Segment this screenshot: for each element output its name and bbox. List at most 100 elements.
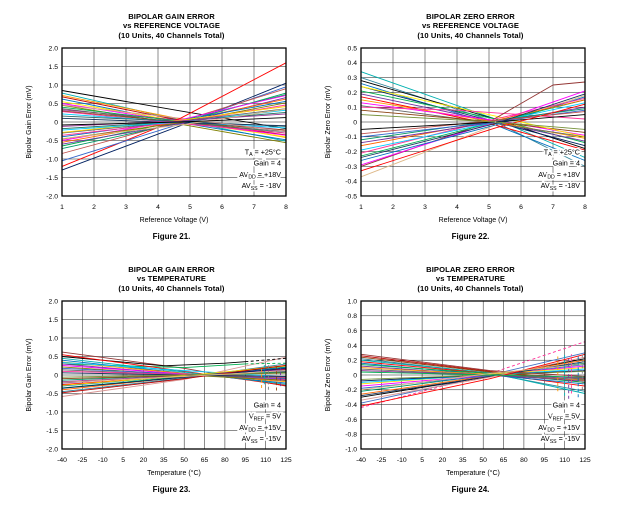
svg-text:0.5: 0.5: [48, 354, 58, 361]
svg-text:AVDD = +15V: AVDD = +15V: [538, 423, 580, 434]
svg-text:2: 2: [92, 204, 96, 211]
figure-21-block: BIPOLAR GAIN ERROR vs REFERENCE VOLTAGE …: [22, 0, 321, 253]
figure-24-caption: Figure 24.: [451, 484, 490, 494]
svg-text:0.2: 0.2: [347, 90, 357, 97]
figure-21-plot: 1 2 3 4 5 6 7 8 2.0 1.5 1.0 0.5 0 -0.5 -1.0 -1.5 -2.0 Ref…: [26, 45, 288, 224]
svg-text:-1.0: -1.0: [345, 446, 357, 453]
svg-text:-0.5: -0.5: [345, 193, 357, 200]
svg-text:1: 1: [359, 204, 363, 211]
svg-text:Temperature (°C): Temperature (°C): [147, 469, 201, 477]
svg-text:Bipolar Gain Error (mV): Bipolar Gain Error (mV): [26, 338, 33, 411]
svg-text:0.1: 0.1: [347, 104, 357, 111]
svg-text:Temperature (°C): Temperature (°C): [446, 469, 500, 477]
svg-text:-2.0: -2.0: [46, 446, 58, 453]
svg-text:3: 3: [124, 204, 128, 211]
svg-text:7: 7: [551, 204, 555, 211]
svg-text:Bipolar Gain Error (mV): Bipolar Gain Error (mV): [26, 85, 33, 158]
title-line-2: vs TEMPERATURE: [136, 274, 207, 284]
svg-text:95: 95: [241, 457, 249, 464]
svg-text:0.5: 0.5: [48, 101, 58, 108]
title-line-2: vs REFERENCE VOLTAGE: [122, 21, 221, 31]
svg-text:0: 0: [54, 372, 58, 379]
svg-text:2: 2: [391, 204, 395, 211]
svg-text:35: 35: [459, 457, 467, 464]
svg-text:1.5: 1.5: [48, 317, 58, 324]
svg-text:1.0: 1.0: [48, 335, 58, 342]
svg-text:0.8: 0.8: [347, 313, 357, 320]
title-line-2: vs REFERENCE VOLTAGE: [421, 21, 520, 31]
svg-text:0.3: 0.3: [347, 75, 357, 82]
svg-text:50: 50: [479, 457, 487, 464]
svg-text:AVSS = -15V: AVSS = -15V: [241, 434, 281, 445]
svg-text:20: 20: [438, 457, 446, 464]
svg-text:7: 7: [252, 204, 256, 211]
svg-text:-1.0: -1.0: [46, 156, 58, 163]
figure-22-title: BIPOLAR ZERO ERROR vs REFERENCE VOLTAGE …: [417, 12, 523, 40]
svg-text:-0.4: -0.4: [345, 402, 357, 409]
svg-text:-2.0: -2.0: [46, 193, 58, 200]
svg-text:3: 3: [423, 204, 427, 211]
svg-text:-0.2: -0.2: [345, 387, 357, 394]
svg-text:4: 4: [156, 204, 160, 211]
svg-text:-0.4: -0.4: [345, 178, 357, 185]
svg-text:5: 5: [420, 457, 424, 464]
svg-text:5: 5: [121, 457, 125, 464]
svg-text:1.0: 1.0: [347, 298, 357, 305]
figure-23-plot: -40 -25 -10 5 20 35 50 65 80 95 110 125 2.0 1.5 1.0 0.5…: [26, 298, 292, 477]
figure-23-title: BIPOLAR GAIN ERROR vs TEMPERATURE (10 Un…: [118, 265, 224, 293]
svg-text:8: 8: [284, 204, 288, 211]
svg-text:Gain = 4: Gain = 4: [253, 158, 280, 167]
title-line-3: (10 Units, 40 Channels Total): [118, 283, 225, 293]
svg-text:-0.8: -0.8: [345, 431, 357, 438]
svg-text:Reference Voltage (V): Reference Voltage (V): [438, 217, 507, 224]
svg-text:50: 50: [180, 457, 188, 464]
svg-text:0: 0: [353, 119, 357, 126]
svg-text:-40: -40: [356, 457, 366, 464]
svg-text:-1.5: -1.5: [46, 428, 58, 435]
figure-22-block: BIPOLAR ZERO ERROR vs REFERENCE VOLTAGE …: [321, 0, 620, 253]
svg-text:95: 95: [540, 457, 548, 464]
svg-text:6: 6: [220, 204, 224, 211]
svg-text:125: 125: [280, 457, 292, 464]
svg-text:0.2: 0.2: [347, 357, 357, 364]
svg-text:AVSS = -15V: AVSS = -15V: [540, 434, 580, 445]
svg-text:1.0: 1.0: [48, 82, 58, 89]
svg-text:65: 65: [499, 457, 507, 464]
title-line-1: BIPOLAR GAIN ERROR: [128, 12, 215, 21]
title-line-1: BIPOLAR ZERO ERROR: [426, 265, 515, 274]
svg-text:-0.3: -0.3: [345, 164, 357, 171]
title-line-3: (10 Units, 40 Channels Total): [118, 30, 225, 40]
title-line-3: (10 Units, 40 Channels Total): [417, 30, 524, 40]
svg-text:110: 110: [559, 457, 570, 464]
svg-text:-40: -40: [57, 457, 67, 464]
svg-text:0.4: 0.4: [347, 60, 357, 67]
svg-text:20: 20: [139, 457, 147, 464]
svg-text:-10: -10: [97, 457, 107, 464]
svg-text:6: 6: [519, 204, 523, 211]
svg-text:-0.2: -0.2: [345, 149, 357, 156]
figure-23-caption: Figure 23.: [152, 484, 191, 494]
svg-text:-25: -25: [376, 457, 386, 464]
svg-text:110: 110: [260, 457, 271, 464]
svg-text:VREF = 5V: VREF = 5V: [248, 411, 280, 422]
svg-text:1: 1: [60, 204, 64, 211]
svg-text:Gain = 4: Gain = 4: [552, 400, 579, 409]
figure-21-title: BIPOLAR GAIN ERROR vs REFERENCE VOLTAGE …: [118, 12, 224, 40]
svg-text:-1.0: -1.0: [46, 409, 58, 416]
title-line-2: vs TEMPERATURE: [435, 274, 506, 284]
svg-text:5: 5: [487, 204, 491, 211]
svg-text:0.5: 0.5: [347, 45, 357, 52]
figure-21-caption: Figure 21.: [152, 231, 191, 241]
title-line-1: BIPOLAR GAIN ERROR: [128, 265, 215, 274]
svg-text:AVDD = +15V: AVDD = +15V: [239, 423, 281, 434]
svg-text:2.0: 2.0: [48, 298, 58, 305]
svg-text:-0.5: -0.5: [46, 138, 58, 145]
figure-24-block: BIPOLAR ZERO ERROR vs TEMPERATURE (10 Un…: [321, 253, 620, 505]
svg-text:-1.5: -1.5: [46, 175, 58, 182]
figure-24-plot: -40 -25 -10 5 20 35 50 65 80 95 110 125 1.0 0.8 0.6 0.4…: [325, 298, 591, 477]
svg-text:Bipolar Zero Error (mV): Bipolar Zero Error (mV): [325, 338, 332, 411]
svg-text:125: 125: [579, 457, 591, 464]
svg-text:4: 4: [455, 204, 459, 211]
svg-text:-25: -25: [77, 457, 87, 464]
